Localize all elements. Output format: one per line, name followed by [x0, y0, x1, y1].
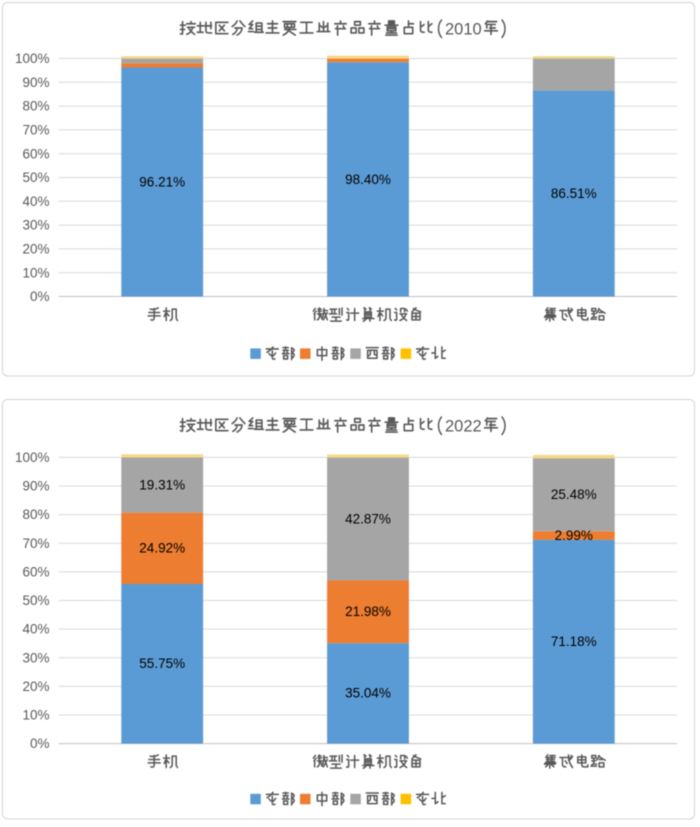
svg-text:20%: 20%	[22, 242, 49, 257]
svg-text:60%: 60%	[22, 146, 49, 161]
svg-text:30%: 30%	[22, 218, 49, 233]
svg-text:80%: 80%	[22, 507, 49, 522]
svg-text:71.18%: 71.18%	[551, 634, 597, 649]
svg-text:2.99%: 2.99%	[555, 528, 593, 543]
svg-text:2022: 2022	[445, 417, 482, 435]
svg-text:40%: 40%	[22, 194, 49, 209]
svg-text:55.75%: 55.75%	[139, 656, 185, 671]
svg-text:42.87%: 42.87%	[345, 511, 391, 526]
svg-text:70%: 70%	[22, 536, 49, 551]
svg-text:24.92%: 24.92%	[139, 541, 185, 556]
svg-text:0%: 0%	[30, 289, 50, 304]
svg-text:10%: 10%	[22, 708, 49, 723]
svg-text:40%: 40%	[22, 622, 49, 637]
svg-text:86.51%: 86.51%	[551, 186, 597, 201]
svg-text:21.98%: 21.98%	[345, 604, 391, 619]
svg-text:50%: 50%	[22, 593, 49, 608]
svg-text:19.31%: 19.31%	[139, 477, 185, 492]
svg-text:35.04%: 35.04%	[345, 686, 391, 701]
svg-text:30%: 30%	[22, 650, 49, 665]
svg-text:100%: 100%	[15, 450, 50, 465]
svg-text:0%: 0%	[30, 736, 50, 751]
svg-text:100%: 100%	[15, 51, 50, 66]
svg-text:98.40%: 98.40%	[345, 172, 391, 187]
svg-text:90%: 90%	[22, 75, 49, 90]
svg-text:80%: 80%	[22, 99, 49, 114]
svg-text:25.48%: 25.48%	[551, 487, 597, 502]
svg-text:60%: 60%	[22, 565, 49, 580]
svg-text:70%: 70%	[22, 123, 49, 138]
svg-text:10%: 10%	[22, 265, 49, 280]
svg-text:2010: 2010	[445, 20, 482, 38]
svg-text:50%: 50%	[22, 170, 49, 185]
svg-text:90%: 90%	[22, 479, 49, 494]
svg-text:96.21%: 96.21%	[139, 175, 185, 190]
svg-text:20%: 20%	[22, 679, 49, 694]
